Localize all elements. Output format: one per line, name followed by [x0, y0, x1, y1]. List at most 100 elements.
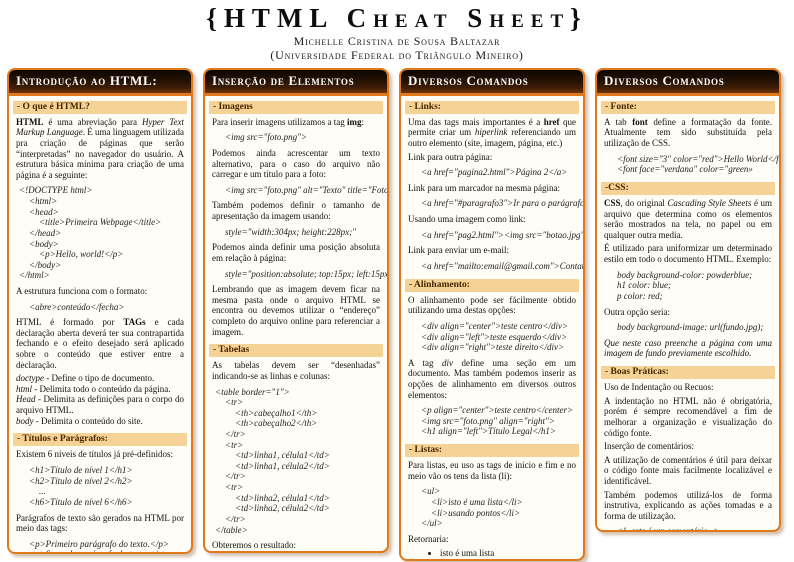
- section-subheader: - O que é HTML?: [13, 100, 187, 114]
- columns-container: Introdução ao HTML: - O que é HTML? HTML …: [0, 63, 794, 561]
- column-header: Diversos Comandos: [597, 69, 779, 96]
- code-line: <table border="1">: [215, 386, 290, 397]
- paragraph: As tabelas devem ser “desenhadas” indica…: [212, 360, 380, 381]
- paragraph: Para listas, eu uso as tags de início e …: [408, 460, 576, 481]
- code-block: <font size="3" color="red">Hello World</…: [607, 153, 781, 175]
- paragraph: Link para enviar um e-mail:: [408, 245, 509, 256]
- code-line: <div align="left">teste esquerdo</div>: [421, 331, 568, 342]
- column-diversos-comandos-2: Diversos Comandos - Fonte: A tab font def…: [595, 67, 781, 532]
- paragraph: Para inserir imagens utilizamos a tag im…: [212, 116, 364, 127]
- definition-line: doctype - Define o tipo de documento.: [16, 373, 155, 384]
- paragraph: Existem 6 níveis de títulos já pré-defin…: [16, 449, 173, 460]
- code-line: </ul>: [421, 518, 443, 529]
- paragraph: A indentação no HTML não é obrigatória, …: [604, 395, 772, 438]
- column-header: Diversos Comandos: [401, 69, 583, 96]
- list-item: usando pontos: [440, 560, 576, 561]
- section-subheader: - Links:: [405, 100, 579, 114]
- code-line: <head>: [29, 206, 59, 217]
- column-introducao-html: Introdução ao HTML: - O que é HTML? HTML …: [7, 67, 193, 554]
- code-block: <img src="foto.png">: [215, 132, 380, 143]
- paragraph: HTML é formado por TAGs e cada declaraçã…: [16, 317, 184, 370]
- section-subheader: - Boas Práticas:: [601, 365, 775, 380]
- code-block: body background-image: url(fundo.jpg);: [607, 322, 772, 333]
- code-line: <tr>: [225, 439, 244, 450]
- paragraph: A tag div define uma seção em um documen…: [408, 357, 577, 400]
- code-line: p color: red;: [617, 290, 663, 301]
- code-block: <!- este é um comentário -><!-----------…: [607, 526, 772, 532]
- paragraph: Usando uma imagem como link:: [408, 214, 526, 225]
- paragraph: CSS, do original Cascading Style Sheets …: [604, 198, 773, 240]
- code-line: <p align="center">teste centro</center>: [421, 405, 574, 416]
- code-line: <!DOCTYPE html>: [19, 185, 93, 196]
- code-line: <p>Hello, world!</p>: [39, 249, 124, 260]
- code-line: <a href="#paragrafo3">Ir para o parágraf…: [421, 198, 585, 209]
- code-line: <h2>Título de nível 2</h2>: [29, 475, 133, 486]
- paragraph: Uso de Indentação ou Recuos:: [604, 382, 714, 393]
- code-line: <font size="3" color="red">Hello World</…: [617, 153, 781, 164]
- paragraph: É utilizado para uniformizar um determin…: [604, 243, 772, 265]
- column-header: Introdução ao HTML:: [9, 69, 191, 96]
- code-block: <a href="mailto:email@gmail.com">Contato…: [411, 260, 585, 272]
- code-block: style="width:304px; height:228px;": [215, 227, 380, 238]
- section-subheader: - Fonte:: [601, 100, 775, 114]
- code-line: <img src="foto.png" align="right">: [421, 415, 555, 426]
- code-line: <a href="mailto:email@gmail.com">Contato…: [421, 260, 585, 271]
- code-block: <a href="#paragrafo3">Ir para o parágraf…: [411, 198, 585, 209]
- code-line: </table>: [215, 524, 248, 535]
- code-block: <abre>conteúdo</fecha>: [19, 302, 184, 313]
- code-line: <li>usando pontos</li>: [431, 507, 521, 518]
- code-line: <p>Primeiro parágrafo do texto.</p>: [29, 538, 169, 549]
- code-line: <a href="pag2.html"><img src="botao.jpg"…: [421, 229, 585, 240]
- code-line: <!- este é um comentário ->: [617, 526, 720, 532]
- paragraph: Uma das tags mais importantes é a href q…: [408, 116, 577, 149]
- code-line: body background-color: powderblue;: [617, 269, 753, 280]
- code-line: <abre>conteúdo</fecha>: [29, 301, 125, 312]
- code-line: </body>: [29, 259, 62, 270]
- paragraph: HTML é uma abreviação para Hyper Text Ma…: [16, 116, 184, 180]
- list-item: isto é uma lista: [440, 548, 576, 558]
- section-subheader: -CSS:: [601, 181, 775, 196]
- code-line: <td>linha2, célula1</td>: [235, 492, 330, 503]
- code-line: <td>linha1, célula1</td>: [235, 450, 330, 461]
- code-line: </head>: [29, 227, 62, 238]
- code-line: <p>Segundo parágrafo do texto.</p>: [19, 549, 184, 551]
- bullet-list: isto é uma lista usando pontos: [440, 548, 576, 561]
- code-line: <title>Primeira Webpage</title>: [39, 217, 162, 228]
- code-line: <html>: [29, 196, 58, 207]
- code-line: <h1 align="left">Título Legal</h1>: [421, 426, 556, 437]
- code-block: style="position:absolute; top:15px; left…: [215, 268, 389, 280]
- code-line: <a href="pagina2.html">Página 2</a>: [421, 167, 568, 178]
- code-line: <body>: [29, 238, 59, 249]
- code-block: <table border="1"> <tr> <th>cabeçalho1</th…: [215, 387, 380, 536]
- affiliation: (Universidade Federal do Triângulo Minei…: [270, 47, 524, 62]
- code-line: <td>linha1, célula2</td>: [235, 460, 330, 471]
- section-subheader: - Alinhamento:: [405, 278, 579, 292]
- code-block: <a href="pag2.html"><img src="botao.jpg"…: [411, 229, 585, 241]
- code-line: </html>: [19, 270, 50, 281]
- column-header: Inserção de Elementos: [205, 69, 387, 96]
- code-block: body background-color: powderblue; h1 col…: [607, 270, 772, 302]
- column-body: - Fonte: A tab font define a formatação d…: [597, 96, 781, 532]
- code-line: <th>cabeçalho1</th>: [235, 407, 318, 418]
- paragraph: A utilização de comentários é útil para …: [604, 454, 772, 487]
- code-line: </tr>: [225, 513, 246, 524]
- code-block: <h1>Título de nível 1</h1> <h2>Título de …: [19, 465, 184, 507]
- paragraph: Podemos ainda acrescentar um texto alter…: [212, 148, 380, 180]
- code-line: <div align="center">teste centro</div>: [421, 320, 569, 331]
- code-line: style="position:absolute; top:15px; left…: [225, 268, 389, 279]
- code-line: <td>linha2, célula2</td>: [235, 503, 330, 514]
- paragraph: Podemos ainda definir uma posição absolu…: [212, 242, 380, 263]
- section-subheader: - Listas:: [405, 444, 579, 458]
- code-line: <h6>Título de nível 6</h6>: [29, 496, 133, 507]
- paragraph: Lembrando que as imagem devem ficar na m…: [212, 284, 380, 337]
- paragraph: Inserção de comentários:: [604, 441, 694, 452]
- paragraph: Retornaria:: [408, 533, 449, 544]
- paragraph: Obteremos o resultado:: [212, 540, 296, 551]
- paragraph: Que neste caso preenche a página com uma…: [604, 337, 772, 359]
- section-subheader: - Títulos e Parágrafos:: [13, 433, 187, 447]
- column-insercao-elementos: Inserção de Elementos - Imagens Para inse…: [203, 67, 389, 553]
- column-diversos-comandos-1: Diversos Comandos - Links: Uma das tags m…: [399, 67, 585, 561]
- paragraph: A estrutura funciona com o formato:: [16, 285, 148, 296]
- code-line: <ul>: [421, 486, 441, 497]
